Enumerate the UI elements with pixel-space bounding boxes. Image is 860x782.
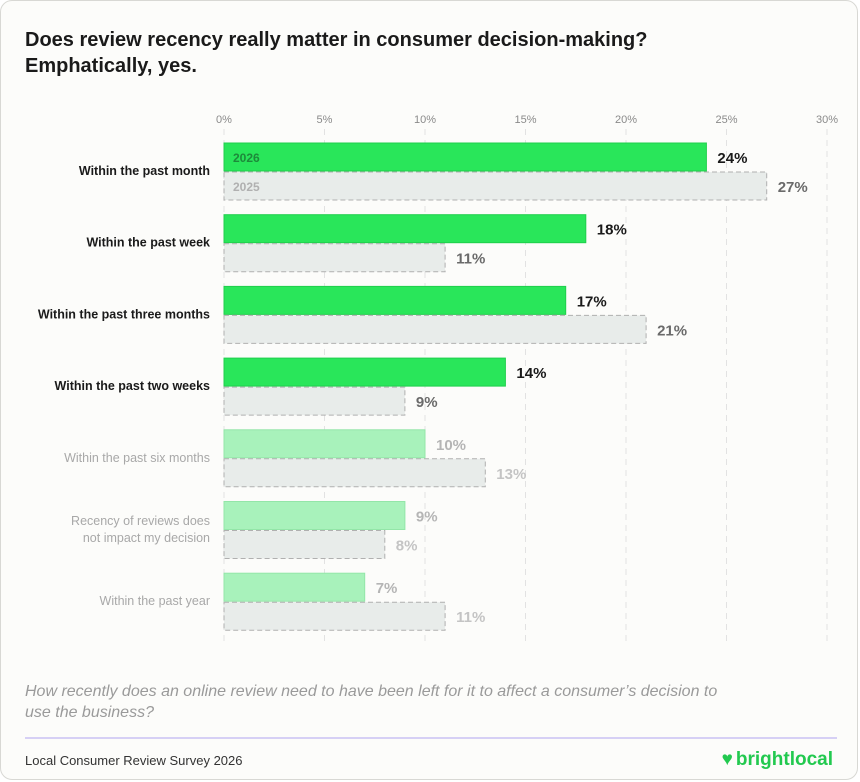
divider: [25, 737, 837, 739]
brightlocal-logo: ♥ brightlocal: [722, 749, 833, 771]
bar-2025: [223, 458, 486, 488]
chart-title: Does review recency really matter in con…: [25, 27, 647, 79]
heart-pin-icon: ♥: [721, 749, 733, 770]
value-label-2025: 8%: [396, 538, 418, 555]
x-tick-label: 15%: [514, 114, 536, 126]
x-tick-label: 0%: [216, 114, 232, 126]
value-label-2025: 27%: [778, 179, 808, 196]
value-label-2025: 21%: [657, 322, 687, 339]
category-label: Within the past week: [86, 236, 210, 250]
category-label: Within the past three months: [38, 307, 210, 321]
value-label-2026: 14%: [516, 365, 546, 382]
bar-2025: [223, 386, 406, 416]
bar-2025: [223, 243, 446, 273]
x-tick-label: 20%: [615, 114, 637, 126]
value-label-2025: 11%: [456, 609, 485, 626]
bar-2025: [223, 314, 647, 344]
value-label-2026: 18%: [597, 222, 627, 239]
value-label-2026: 7%: [376, 580, 398, 597]
bar-2026: [223, 285, 567, 315]
category-label: Within the past year: [100, 594, 210, 608]
logo-text: brightlocal: [735, 749, 833, 770]
legend-2026: 2026: [233, 151, 260, 165]
value-label-2025: 9%: [416, 394, 438, 411]
x-tick-label: 25%: [715, 114, 737, 126]
bar-2026: [223, 429, 426, 459]
x-tick-label: 30%: [816, 114, 838, 126]
survey-question: How recently does an online review need …: [25, 683, 718, 721]
bar-2025: [223, 171, 768, 201]
x-tick-label: 5%: [317, 114, 333, 126]
bar-2026: [223, 501, 406, 530]
value-label-2026: 24%: [717, 150, 747, 167]
category-label: Recency of reviews does: [71, 514, 210, 528]
bar-2025: [223, 601, 446, 631]
legend-2025: 2025: [233, 180, 260, 194]
bar-2026: [223, 357, 506, 387]
bar-2026: [223, 142, 707, 172]
title-line-2: Emphatically, yes.: [25, 55, 197, 77]
title-line-1: Does review recency really matter in con…: [25, 29, 648, 51]
bar-2025: [223, 530, 386, 559]
value-label-2025: 13%: [496, 466, 526, 483]
value-label-2026: 17%: [577, 293, 607, 310]
bar-2026: [223, 214, 587, 244]
category-label: not impact my decision: [83, 531, 210, 545]
bar-chart: 0% 5% 10% 15% 20% 25% 30% Within the past month…: [38, 114, 838, 641]
source-label: Local Consumer Review Survey 2026: [25, 753, 243, 768]
value-label-2026: 10%: [436, 437, 466, 454]
bar-2026: [223, 572, 366, 602]
category-label: Within the past two weeks: [55, 379, 211, 393]
value-label-2026: 9%: [416, 509, 438, 526]
category-label: Within the past month: [79, 164, 210, 178]
value-label-2025: 11%: [456, 251, 485, 268]
x-tick-label: 10%: [414, 114, 436, 126]
category-label: Within the past six months: [64, 451, 210, 465]
